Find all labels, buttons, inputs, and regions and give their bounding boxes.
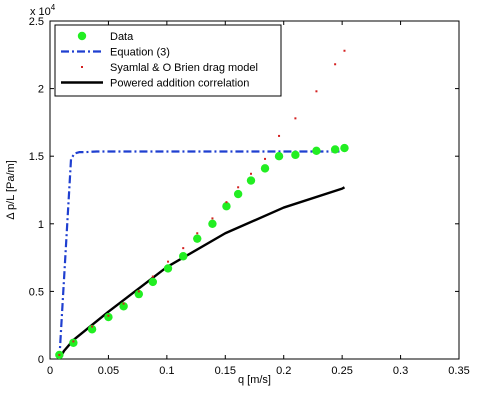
syamlal-point	[237, 186, 240, 189]
y-tick-label: 1	[38, 219, 44, 231]
data-point	[312, 146, 321, 155]
data-point	[233, 189, 243, 199]
legend-label: Powered addition correlation	[110, 78, 249, 90]
syamlal-point	[315, 90, 318, 93]
data-point	[260, 164, 270, 173]
y-exponent-base: x 10	[30, 6, 51, 18]
x-tick-label: 0.3	[393, 365, 408, 377]
data-point	[134, 289, 144, 299]
syamlal-point	[107, 314, 110, 317]
x-tick-label: 0.05	[98, 365, 119, 377]
syamlal-point	[72, 340, 75, 343]
syamlal-point	[58, 353, 61, 356]
y-axis-label: Δ p/L [Pa/m]	[5, 160, 17, 220]
x-axis-label: q [m/s]	[238, 374, 271, 386]
y-exponent-label: x 104	[30, 3, 56, 18]
syamlal-point	[334, 63, 337, 66]
legend: Data Equation (3) Syamlal & O Brien drag m…	[54, 24, 282, 97]
data-point	[69, 338, 78, 347]
y-exponent-power: 4	[51, 3, 56, 12]
data-point	[119, 302, 128, 311]
y-tick-label: 2.5	[29, 16, 44, 28]
y-tick-label: 0	[38, 354, 44, 366]
data-point	[179, 252, 188, 261]
data-point	[330, 145, 340, 154]
y-tick-label: 2	[38, 84, 44, 96]
x-tick-label: 0.35	[448, 365, 469, 377]
y-tick-label: 1.5	[29, 151, 44, 163]
syamlal-point	[137, 290, 140, 293]
x-tick-label: 0.2	[276, 365, 291, 377]
data-point	[222, 202, 231, 211]
legend-marker-syamlal	[81, 66, 83, 68]
syamlal-point	[211, 217, 214, 220]
data-point	[87, 325, 97, 334]
series-line-equation-3	[58, 150, 343, 360]
x-tick-label: 0	[47, 365, 53, 377]
legend-label: Data	[110, 31, 134, 43]
syamlal-point	[122, 302, 125, 305]
data-point	[246, 176, 256, 185]
syamlal-point	[249, 172, 252, 175]
data-point	[148, 277, 158, 287]
legend-label: Equation (3)	[110, 47, 170, 59]
legend-label: Syamlal & O Brien drag model	[110, 62, 258, 74]
y-tick-label: 0.5	[29, 286, 44, 298]
data-point	[274, 152, 284, 161]
data-point	[208, 219, 217, 228]
data-point	[104, 312, 113, 322]
syamlal-point	[182, 247, 185, 250]
syamlal-point	[167, 260, 170, 263]
data-point	[291, 150, 300, 160]
x-tick-label: 0.1	[159, 365, 174, 377]
legend-box	[54, 24, 282, 97]
x-tick-label: 0.25	[331, 365, 352, 377]
legend-marker-data	[77, 31, 87, 41]
data-point	[193, 234, 202, 243]
syamlal-point	[278, 134, 281, 137]
data-point	[163, 264, 173, 273]
data-point	[340, 143, 349, 153]
x-tick-label: 0.15	[215, 365, 236, 377]
syamlal-point	[91, 325, 94, 328]
syamlal-point	[264, 157, 267, 160]
syamlal-point	[151, 275, 154, 278]
syamlal-point	[343, 49, 346, 52]
syamlal-point	[225, 201, 228, 204]
syamlal-point	[294, 117, 297, 120]
syamlal-point	[196, 232, 199, 235]
